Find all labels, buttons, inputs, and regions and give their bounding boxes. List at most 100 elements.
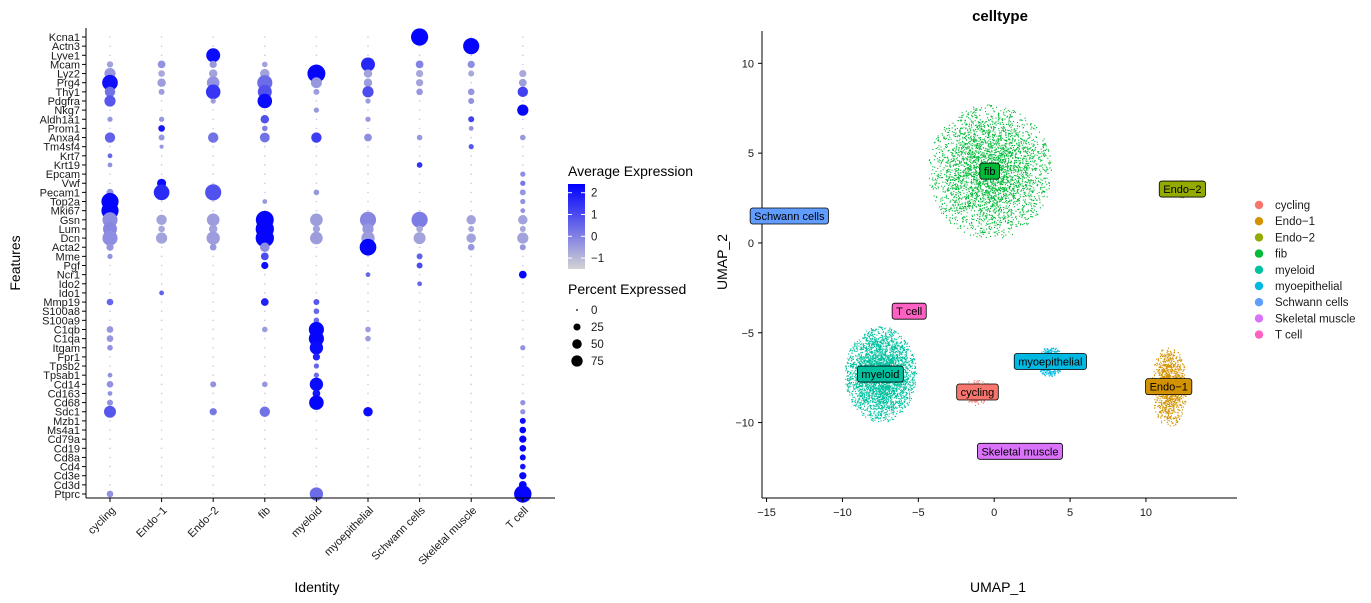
dot-lyz2-endo-2 [208, 69, 218, 78]
dotplot-guides [109, 36, 524, 495]
dot-lyz2-schwann-cells [415, 69, 424, 78]
dot-baseline [367, 264, 369, 267]
size-legend-dot [576, 309, 578, 311]
dot-baseline [418, 401, 421, 404]
dot-cd68-myeloid [309, 395, 324, 410]
dot-thy1-t-cell [517, 86, 528, 98]
umap-y-axis-title: UMAP_2 [714, 234, 730, 290]
legend-label-schwann-cells: Schwann cells [1275, 297, 1349, 309]
dot-baseline [160, 36, 163, 38]
dot-baseline [367, 392, 369, 395]
dot-baseline [160, 282, 163, 285]
dot-baseline [522, 310, 524, 313]
dot-mki67-t-cell [520, 208, 526, 214]
feature-label-lum: Lum [59, 224, 80, 236]
dot-baseline [367, 209, 369, 212]
dot-prg4-cycling [102, 74, 118, 91]
dot-baseline [212, 456, 214, 459]
dot-thy1-endo-1 [158, 88, 165, 95]
dot-baseline [315, 155, 318, 157]
umap-cluster-fib [928, 104, 1052, 239]
dot-baseline [109, 292, 111, 294]
dot-cd163-myeloid [312, 389, 321, 398]
umap-title: celltype [972, 8, 1028, 25]
dot-baseline [109, 474, 111, 477]
dot-baseline [418, 45, 421, 47]
dot-baseline [315, 474, 318, 477]
color-legend: Average Expression 2 1 0 −1 [568, 163, 693, 269]
dot-baseline [212, 145, 214, 148]
dotplot-identity-labels: cycling Endo−1 Endo−2 fib myeloidmyoepitheli… [86, 498, 531, 568]
dot-top2a-t-cell [520, 198, 526, 205]
dot-acta2-myoepithelial [359, 238, 377, 256]
umap-label-box [749, 207, 829, 225]
dot-baseline [470, 273, 473, 276]
dot-dcn-endo-1 [155, 232, 168, 244]
color-tick-label: 0 [591, 231, 597, 243]
dot-thy1-endo-2 [205, 84, 221, 100]
dot-prg4-schwann-cells [415, 79, 424, 87]
dot-baseline [367, 36, 369, 38]
umap-y-tick-label: 10 [742, 58, 754, 70]
dot-krt7-cycling [107, 153, 113, 159]
dot-baseline [315, 255, 318, 258]
dot-prg4-t-cell [518, 78, 527, 87]
dot-pecam1-myeloid [313, 189, 320, 196]
dot-baseline [264, 145, 266, 148]
umap-x-tick-label: −15 [757, 507, 776, 519]
feature-label-cd79a: Cd79a [48, 434, 81, 446]
dot-baseline [418, 410, 421, 413]
feature-label-ptprc: Ptprc [54, 489, 80, 501]
dot-baseline [315, 429, 318, 431]
umap-label-text: Schwann cells [754, 211, 825, 223]
dot-baseline [522, 264, 524, 267]
dot-c1qb-myoepithelial [365, 326, 371, 333]
dot-baseline [367, 401, 369, 404]
identity-label-cycling: cycling [86, 505, 118, 537]
dot-baseline [264, 319, 266, 322]
dotplot-dots [101, 28, 532, 503]
dot-baseline [264, 310, 266, 313]
dot-nkg7-myeloid [313, 107, 320, 113]
dot-baseline [264, 155, 266, 157]
dot-baseline [470, 493, 473, 495]
umap-y-tick-label: 5 [748, 148, 754, 160]
dot-baseline [212, 392, 214, 395]
dot-dcn-endo-2 [206, 231, 220, 245]
dot-acta2-t-cell [519, 244, 526, 251]
dot-baseline [264, 456, 266, 459]
dot-baseline [367, 383, 369, 386]
dot-baseline [315, 173, 318, 175]
dot-baseline [264, 356, 266, 358]
dot-baseline [212, 173, 214, 175]
dot-baseline [212, 209, 214, 212]
dot-pecam1-endo-1 [153, 184, 170, 201]
dot-baseline [470, 328, 473, 331]
dot-baseline [470, 465, 473, 468]
feature-label-lyz2: Lyz2 [57, 69, 80, 81]
dot-baseline [418, 346, 421, 349]
dot-pgf-schwann-cells [416, 262, 423, 269]
umap-label-text: Endo−1 [1150, 382, 1188, 394]
dot-prom1-skeletal-muscle [468, 126, 474, 131]
legend-label-myeloid: myeloid [1275, 265, 1315, 277]
dot-baseline [418, 328, 421, 331]
dot-baseline [418, 484, 421, 486]
dot-baseline [418, 392, 421, 395]
dot-baseline [367, 191, 369, 194]
dot-baseline [522, 255, 524, 258]
dot-prg4-myoepithelial [363, 78, 373, 87]
dot-baseline [315, 164, 318, 166]
feature-label-ncr1: Ncr1 [57, 270, 80, 282]
dot-baseline [160, 383, 163, 386]
size-legend: Percent Expressed 0 25 50 75 [568, 281, 686, 368]
feature-label-cd4: Cd4 [60, 462, 80, 474]
dot-baseline [418, 200, 421, 203]
dot-thy1-myoepithelial [362, 86, 374, 98]
identity-label-myeloid: myeloid [289, 505, 324, 540]
dot-baseline [367, 54, 369, 57]
dot-baseline [109, 109, 111, 111]
dot-baseline [109, 484, 111, 486]
dot-aldh1a1-myoepithelial [365, 116, 371, 122]
dot-baseline [264, 182, 266, 185]
